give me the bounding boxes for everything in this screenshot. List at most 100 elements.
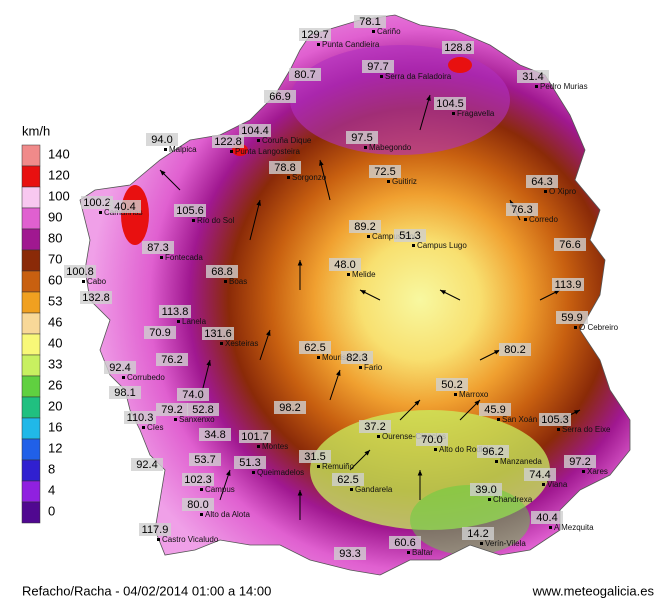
gust-value: 132.8 [82, 292, 110, 304]
legend-label: 80 [48, 230, 62, 245]
station-name: Guitiriz [392, 177, 417, 186]
arrow-head [360, 290, 366, 295]
value-box [436, 378, 468, 391]
station: 70.9 [144, 326, 176, 339]
station-dot [200, 513, 203, 516]
value-box [131, 458, 163, 471]
station: 40.4A Mezquita [531, 511, 594, 532]
station-dot [287, 176, 290, 179]
station: 52.8 [187, 403, 219, 416]
station-dot [174, 418, 177, 421]
station: 64.3O Xipro [526, 175, 577, 196]
value-box [299, 450, 331, 463]
gust-value: 96.2 [482, 446, 503, 458]
gust-value: 78.1 [359, 16, 380, 28]
legend-label: 140 [48, 146, 70, 161]
station-name: Boas [229, 277, 247, 286]
gust-value: 34.8 [204, 429, 225, 441]
station: 98.1 [109, 386, 141, 399]
value-box [156, 403, 188, 416]
station-name: O Xipro [549, 187, 577, 196]
value-box [389, 536, 421, 549]
station-dot [480, 542, 483, 545]
station-dot [99, 211, 102, 214]
gust-value: 40.4 [114, 201, 135, 213]
legend-swatch [21, 354, 41, 377]
value-box [156, 353, 188, 366]
station-dot [549, 526, 552, 529]
arrow-head [319, 160, 324, 166]
legend-label: 0 [48, 503, 55, 518]
value-box [531, 511, 563, 524]
value-box [462, 527, 494, 540]
station-dot [364, 146, 367, 149]
value-box [470, 483, 502, 496]
station-dot [142, 426, 145, 429]
arrow-head [206, 360, 211, 366]
station-name: Cíes [147, 423, 163, 432]
value-box [359, 420, 391, 433]
gust-value: 80.2 [504, 344, 525, 356]
gust-value: 37.2 [364, 421, 385, 433]
value-box [269, 161, 301, 174]
station-name: Pedro Murias [540, 82, 588, 91]
gust-value: 97.2 [569, 456, 590, 468]
arrow-head [414, 400, 420, 406]
value-box [64, 265, 96, 278]
value-box [442, 41, 474, 54]
gust-value: 105.3 [541, 414, 569, 426]
station-dot [224, 280, 227, 283]
legend-label: 60 [48, 272, 62, 287]
station-dot [192, 219, 195, 222]
station-dot [347, 273, 350, 276]
wind-arrow [419, 94, 431, 131]
value-box [146, 133, 178, 146]
station: 76.2 [156, 353, 188, 366]
station: 76.6 [554, 238, 586, 251]
station-name: Río do Sol [197, 216, 235, 225]
station-name: Punta Candieira [322, 40, 380, 49]
gust-value: 51.3 [239, 457, 260, 469]
station-name: Marroxo [459, 390, 489, 399]
station: 113.9 [552, 278, 584, 291]
arrow-head [574, 410, 580, 415]
gust-value: 76.3 [511, 204, 532, 216]
legend-label: 20 [48, 398, 62, 413]
station-name: Coruña Dique [262, 136, 312, 145]
value-box [177, 388, 209, 401]
station-dot [488, 498, 491, 501]
station-name: Corrubedo [127, 373, 165, 382]
value-box [212, 135, 244, 148]
value-box [556, 311, 588, 324]
gust-value: 82.3 [346, 352, 367, 364]
value-box [202, 327, 234, 340]
station-dot [82, 280, 85, 283]
station-name: Alto do Rodicio [439, 445, 493, 454]
gust-value: 64.3 [531, 176, 552, 188]
station-name: Fragavella [457, 109, 495, 118]
gust-value: 128.8 [444, 42, 472, 54]
legend-unit: km/h [22, 123, 50, 138]
value-box [239, 430, 271, 443]
station-name: Punta Langosteira [235, 147, 300, 156]
legend-swatch [21, 249, 41, 272]
station-name: Melide [352, 270, 376, 279]
station-name: Fontecada [165, 253, 203, 262]
gust-value: 60.6 [394, 537, 415, 549]
legend-swatch [21, 144, 41, 167]
station-dot [380, 75, 383, 78]
arrow-head [266, 330, 271, 336]
